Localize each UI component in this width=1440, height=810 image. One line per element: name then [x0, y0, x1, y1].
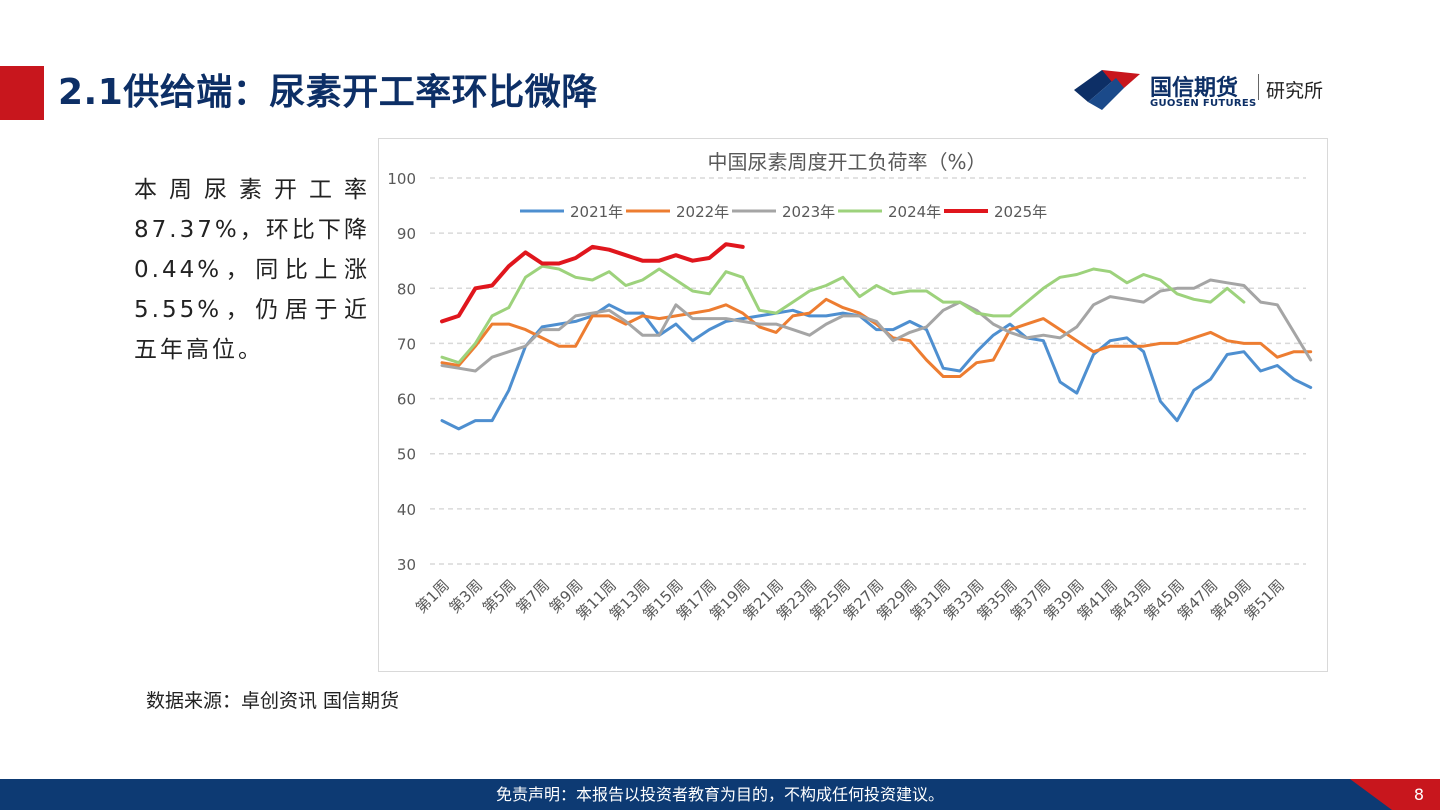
legend-item: 2021年	[520, 203, 623, 221]
y-tick-label: 60	[397, 391, 416, 409]
y-axis: 30 40 50 60 70 80 90 100	[387, 170, 416, 574]
logo-mark-icon	[1074, 70, 1140, 110]
title-accent-bar	[0, 66, 44, 120]
logo-name-cn: 国信期货	[1150, 76, 1239, 101]
legend-label: 2024年	[888, 203, 941, 221]
series-line	[440, 303, 1313, 431]
logo-name-en: GUOSEN FUTURES	[1150, 98, 1257, 109]
chart-legend: 2021年 2022年 2023年 2024年 2025年	[520, 203, 1047, 221]
series-line	[440, 264, 1246, 365]
legend-label: 2025年	[994, 203, 1047, 221]
legend-item: 2024年	[838, 203, 941, 221]
slide-title: 2.1供给端：尿素开工率环比微降	[58, 72, 598, 113]
logo-institute: 研究所	[1266, 80, 1324, 102]
disclaimer-text: 免责声明：本报告以投资者教育为目的，不构成任何投资建议。	[495, 785, 944, 804]
legend-item: 2025年	[944, 203, 1047, 221]
series-line	[440, 278, 1313, 373]
y-tick-label: 90	[397, 225, 416, 243]
series-line	[440, 297, 1313, 378]
legend-item: 2023年	[732, 203, 835, 221]
y-tick-label: 50	[397, 446, 416, 464]
legend-label: 2023年	[782, 203, 835, 221]
data-source: 数据来源：卓创资讯 国信期货	[146, 690, 400, 712]
footer-bar: 免责声明：本报告以投资者教育为目的，不构成任何投资建议。 8	[0, 779, 1440, 810]
series-line	[440, 242, 745, 324]
legend-item: 2022年	[626, 203, 729, 221]
chart-frame	[378, 138, 1328, 672]
y-tick-label: 70	[397, 335, 416, 353]
y-tick-label: 100	[387, 170, 416, 188]
y-tick-label: 30	[397, 556, 416, 574]
legend-label: 2022年	[676, 203, 729, 221]
logo-separator	[1258, 74, 1259, 100]
page-number: 8	[1413, 785, 1424, 804]
y-tick-label: 80	[397, 280, 416, 298]
chart-container: 中国尿素周度开工负荷率（%） 30 40 50 60 70 80 90 100 第1周 第3周第…	[378, 138, 1328, 672]
chart-title: 中国尿素周度开工负荷率（%）	[707, 150, 986, 174]
company-logo: 国信期货 GUOSEN FUTURES 研究所	[1072, 66, 1402, 116]
summary-text: 本周尿素开工率87.37%，环比下降0.44%，同比上涨5.55%，仍居于近五年…	[134, 177, 370, 363]
y-tick-label: 40	[397, 501, 416, 519]
series-lines	[440, 242, 1313, 431]
legend-label: 2021年	[570, 203, 623, 221]
